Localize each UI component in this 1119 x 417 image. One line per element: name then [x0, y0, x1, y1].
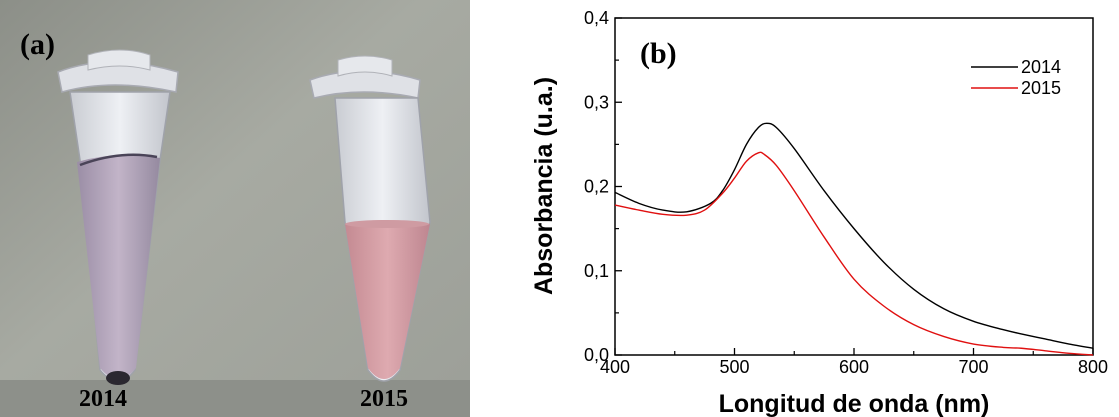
y-tick-label: 0,3: [584, 92, 609, 112]
absorbance-chart: 400 500 600 700 800 0,0 0,1 0,2 0,3 0,4 (b) 2014 …: [530, 8, 1108, 417]
tube-right: [309, 55, 431, 382]
x-tick-label: 600: [839, 357, 869, 377]
y-tick-label: 0,1: [584, 261, 609, 281]
series-line-2015: [614, 151, 1094, 356]
y-tick-label: 0,4: [584, 8, 609, 28]
y-axis-title: Absorbancia (u.a.): [530, 77, 558, 295]
legend-label-2015: 2015: [1021, 78, 1061, 98]
photo-panel: (a) 2014 2015: [0, 0, 470, 417]
tube-label-2015: 2015: [360, 386, 408, 412]
panel-a-label: (a): [20, 28, 55, 61]
tube-label-2014: 2014: [79, 386, 127, 412]
x-axis-title: Longitud de onda (nm): [719, 390, 990, 417]
x-tick-label: 800: [1078, 357, 1108, 377]
chart-panel: 400 500 600 700 800 0,0 0,1 0,2 0,3 0,4 (b) 2014 …: [480, 0, 1119, 417]
legend: 2014 2015: [971, 57, 1061, 98]
tubes-photo: [0, 0, 470, 417]
axis-ticks: 400 500 600 700 800 0,0 0,1 0,2 0,3 0,4: [584, 8, 1108, 377]
tube-left: [57, 49, 179, 385]
series-line-2014: [614, 122, 1094, 349]
x-tick-label: 700: [958, 357, 988, 377]
y-tick-label: 0,0: [584, 345, 609, 365]
series-lines: [614, 122, 1094, 356]
legend-label-2014: 2014: [1021, 57, 1061, 77]
x-tick-label: 400: [600, 357, 630, 377]
y-tick-label: 0,2: [584, 177, 609, 197]
panel-b-label: (b): [640, 37, 677, 70]
photo-bottom-shadow: [0, 380, 470, 417]
x-tick-label: 500: [719, 357, 749, 377]
